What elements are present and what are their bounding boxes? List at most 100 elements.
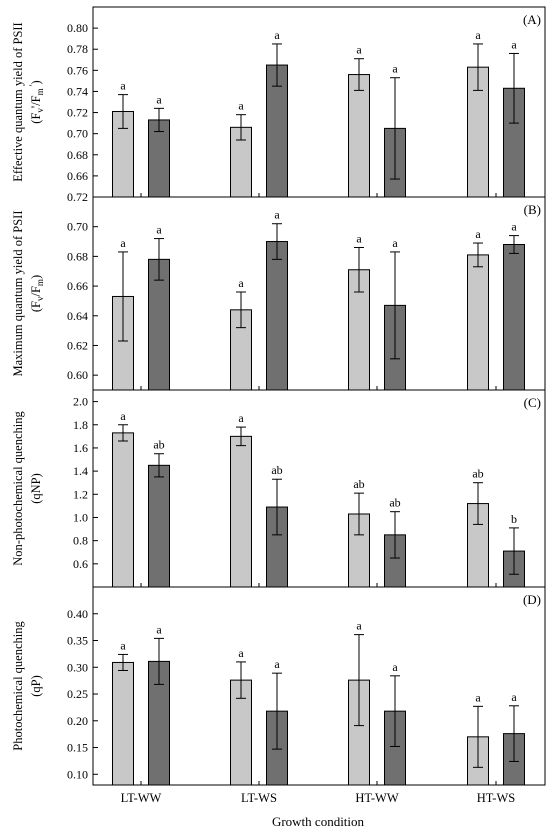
bar [266, 241, 288, 391]
significance-letter: ab [353, 477, 364, 491]
significance-letter: ab [153, 438, 164, 452]
y-tick-label: 0.6 [73, 557, 88, 571]
y-axis-label: Photochemical quenching (qP) [11, 621, 43, 751]
significance-letter: a [392, 236, 398, 250]
y-axis-label-line: (Fv'/Fm ') [28, 80, 45, 123]
significance-letter: a [274, 208, 280, 222]
significance-letter: a [120, 638, 126, 652]
significance-letter: a [238, 646, 244, 660]
panel-frame [92, 586, 546, 786]
significance-letter: a [392, 62, 398, 76]
y-tick-label: 0.72 [67, 106, 88, 120]
y-tick-label: 0.64 [67, 309, 88, 323]
y-tick-label: 1.4 [73, 464, 88, 478]
significance-letter: a [475, 690, 481, 704]
bar [348, 74, 370, 198]
panel-label: (B) [524, 202, 541, 217]
error-bar [473, 705, 483, 768]
bar [467, 254, 489, 391]
y-tick-label: 0.68 [67, 249, 88, 263]
y-tick-label: 0.40 [67, 607, 88, 621]
panel-label: (D) [523, 592, 541, 607]
y-axis-label-line: (qP) [29, 675, 43, 697]
y-tick-label: 2.0 [73, 395, 88, 409]
significance-letter: a [238, 411, 244, 425]
y-tick-label: 0.66 [67, 279, 88, 293]
x-category-label: HT-WS [477, 791, 515, 805]
category-labels: LT-WW LT-WS HT-WW HT-WS [121, 791, 516, 805]
significance-letter: a [511, 37, 517, 51]
error-bar [236, 291, 246, 329]
x-category-label: LT-WW [121, 791, 162, 805]
x-category-label: HT-WW [355, 791, 398, 805]
error-bar [354, 634, 364, 727]
y-tick-label: 0.70 [67, 127, 88, 141]
error-bar [390, 251, 400, 360]
significance-letter: a [156, 622, 162, 636]
error-bar [118, 424, 128, 442]
error-bar [390, 511, 400, 559]
significance-letter: a [356, 43, 362, 57]
error-bar [154, 453, 164, 478]
error-bar [354, 492, 364, 536]
significance-letter: a [511, 220, 517, 234]
y-tick-label: 0.70 [67, 220, 88, 234]
y-tick-label: 0.76 [67, 63, 88, 77]
y-axis-label-line: (qNP) [29, 473, 43, 504]
y-tick-label: 0.78 [67, 42, 88, 56]
y-tick-label: 1.8 [73, 418, 88, 432]
error-bar [272, 223, 282, 260]
significance-letter: a [392, 660, 398, 674]
significance-letter: ab [389, 496, 400, 510]
error-bar [509, 705, 519, 762]
error-bar [154, 238, 164, 281]
y-axis-label: Maximum quantum yield of PSII (Fv/Fm) [11, 211, 45, 377]
y-tick-label: 0.8 [73, 534, 88, 548]
error-bar [390, 77, 400, 180]
chart-panels: 0.66 0.68 0.70 0.72 0.74 0.76 0.78 0.80 (A) Effec… [11, 6, 546, 786]
significance-letter: a [156, 92, 162, 106]
error-bar [390, 675, 400, 747]
significance-letter: ab [472, 467, 483, 481]
error-bar [509, 235, 519, 254]
y-tick-label: 0.15 [67, 741, 88, 755]
y-axis-label: Effective quantum yield of PSII (Fv'/Fm '… [11, 22, 45, 181]
error-bar [154, 107, 164, 133]
y-tick-label: 0.35 [67, 634, 88, 648]
error-bar [236, 426, 246, 447]
panel-b: 0.60 0.62 0.64 0.66 0.68 0.70 0.72 (B) Maximum q… [11, 190, 546, 391]
error-bar [118, 251, 128, 342]
significance-letter: a [156, 223, 162, 237]
error-bar [118, 94, 128, 129]
significance-letter: a [120, 79, 126, 93]
y-axis-label: Non-photochemical quenching (qNP) [11, 411, 43, 566]
error-bar [354, 246, 364, 293]
significance-letter: a [511, 690, 517, 704]
y-tick-label: 0.20 [67, 714, 88, 728]
y-tick-label: 0.60 [67, 368, 88, 382]
significance-letter: a [356, 619, 362, 633]
bar [112, 661, 134, 786]
panel-c: 0.6 0.8 1.0 1.2 1.4 1.6 1.8 2.0 (C) Non-photochem… [11, 389, 546, 588]
significance-letter: a [120, 409, 126, 423]
y-tick-label: 0.62 [67, 338, 88, 352]
y-tick-label: 1.0 [73, 510, 88, 524]
significance-letter: ab [271, 463, 282, 477]
y-tick-label: 0.68 [67, 148, 88, 162]
error-bar [154, 637, 164, 685]
significance-letter: a [274, 28, 280, 42]
error-bar [509, 52, 519, 124]
bar [230, 435, 252, 588]
y-axis-label-line: Effective quantum yield of PSII [11, 22, 25, 181]
significance-letter: a [274, 657, 280, 671]
significance-letter: a [475, 227, 481, 241]
error-bar [473, 242, 483, 268]
y-tick-label: 0.72 [67, 190, 88, 204]
bar [148, 464, 170, 588]
bar [503, 244, 525, 391]
x-axis-label: Growth condition [272, 814, 365, 829]
panel-a: 0.66 0.68 0.70 0.72 0.74 0.76 0.78 0.80 (A) Effec… [11, 6, 546, 198]
significance-letter: b [511, 512, 517, 526]
error-bar [118, 653, 128, 671]
